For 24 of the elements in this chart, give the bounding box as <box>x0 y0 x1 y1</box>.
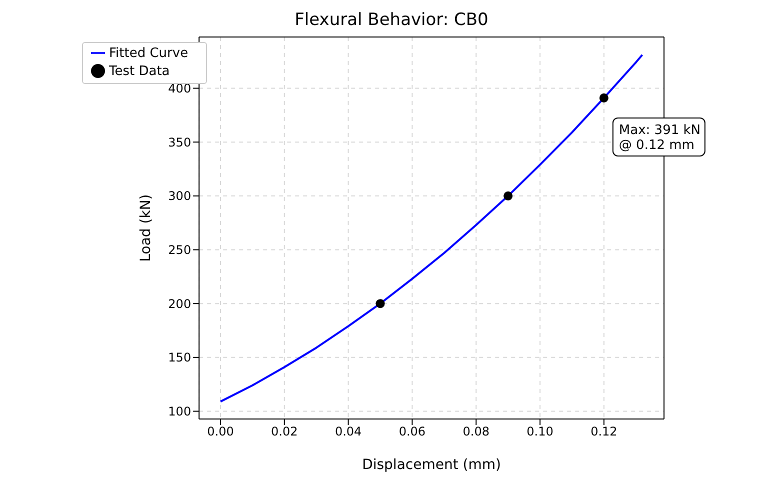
x-tick-label: 0.10 <box>526 424 554 439</box>
annotation-box: Max: 391 kN @ 0.12 mm <box>612 117 706 156</box>
x-tick-label: 0.02 <box>271 424 298 439</box>
legend-label: Fitted Curve <box>109 46 188 61</box>
x-tick-label: 0.04 <box>334 424 362 439</box>
point <box>599 93 608 102</box>
y-tick-label: 400 <box>168 82 192 96</box>
x-tick-label: 0.06 <box>398 424 426 439</box>
point <box>504 191 513 200</box>
y-tick-label: 300 <box>168 189 192 204</box>
x-axis-title: Displacement (mm) <box>362 456 501 473</box>
chart-title: Flexural Behavior: CB0 <box>294 9 490 32</box>
x-tick-label: 0.12 <box>590 424 618 439</box>
y-axis-title: Load (kN) <box>138 194 154 262</box>
point <box>376 299 385 308</box>
y-tick-label: 250 <box>168 243 192 258</box>
y-tick-label: 100 <box>168 404 192 419</box>
y-tick-label: 350 <box>168 135 192 150</box>
x-tick-label: 0.00 <box>207 424 234 439</box>
legend-label: Test Data <box>109 64 170 79</box>
x-tick-label: 0.08 <box>462 424 490 439</box>
y-tick-label: 150 <box>168 350 192 365</box>
annotation: Max: 391 kN @ 0.12 mm <box>618 122 701 153</box>
y-tick-label: 200 <box>168 296 192 311</box>
